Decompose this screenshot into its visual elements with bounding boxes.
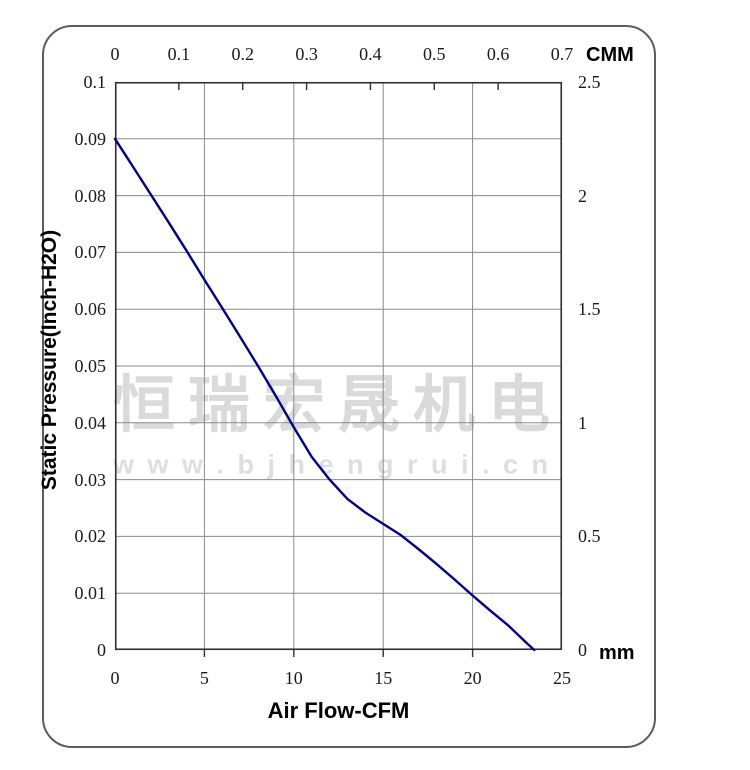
bottom-axis-tick-label: 5 <box>199 668 209 688</box>
x-axis-title: Air Flow-CFM <box>267 698 410 723</box>
left-axis-tick-label: 0.1 <box>83 72 107 92</box>
left-axis-tick-label: 0.02 <box>74 526 107 547</box>
left-axis-tick-label: 0.01 <box>74 583 107 604</box>
right-axis-tick-label: 0 <box>578 640 587 660</box>
bottom-axis-tick-label: 15 <box>374 668 393 688</box>
left-axis-tick-label: 0.07 <box>74 242 107 263</box>
left-axis-tick-label: 0.09 <box>74 128 107 149</box>
top-axis-tick-label: 0.2 <box>231 44 254 64</box>
plot-area <box>113 81 563 657</box>
top-axis-tick-label: 0.6 <box>486 44 510 64</box>
watermark-website: w w w . b j h e n g r u i . c n <box>112 449 552 480</box>
left-axis-tick-label: 0.05 <box>74 356 107 376</box>
rounded-frame <box>42 25 656 748</box>
top-axis-tick-label: 0 <box>110 44 120 64</box>
fan-pq-curve <box>113 137 536 652</box>
bottom-axis-tick-label: 25 <box>553 668 571 688</box>
left-axis-tick-label: 0 <box>97 640 106 660</box>
plot-border <box>114 81 563 651</box>
right-axis-tick-label: 0.5 <box>578 526 601 547</box>
top-axis-tick-label: 0.7 <box>550 44 574 64</box>
top-axis-tick-label: 0.1 <box>167 44 191 64</box>
left-axis-tick-label: 0.03 <box>74 469 107 490</box>
right-axis-unit-label: mm <box>599 642 635 664</box>
top-axis-unit-label: CMM <box>586 44 634 66</box>
top-axis-tick-label: 0.5 <box>423 44 446 64</box>
bottom-axis-tick-label: 10 <box>284 668 303 688</box>
right-axis-tick-label: 1 <box>578 412 587 433</box>
watermark-company: 恒瑞宏晟机电 <box>112 371 564 440</box>
left-axis-tick-label: 0.04 <box>74 412 107 433</box>
right-axis-tick-label: 1.5 <box>578 299 601 320</box>
right-axis-tick-label: 2.5 <box>578 72 601 92</box>
bottom-axis-tick-label: 20 <box>463 668 482 688</box>
left-axis-tick-label: 0.08 <box>74 185 107 206</box>
y-axis-title: Static Pressure(Inch-H2O) <box>38 229 61 491</box>
left-axis-tick-label: 0.06 <box>74 299 107 320</box>
top-axis-tick-label: 0.4 <box>359 44 382 64</box>
bottom-axis-tick-label: 0 <box>110 668 120 688</box>
top-axis-tick-label: 0.3 <box>295 44 318 64</box>
right-axis-tick-label: 2 <box>578 185 587 206</box>
